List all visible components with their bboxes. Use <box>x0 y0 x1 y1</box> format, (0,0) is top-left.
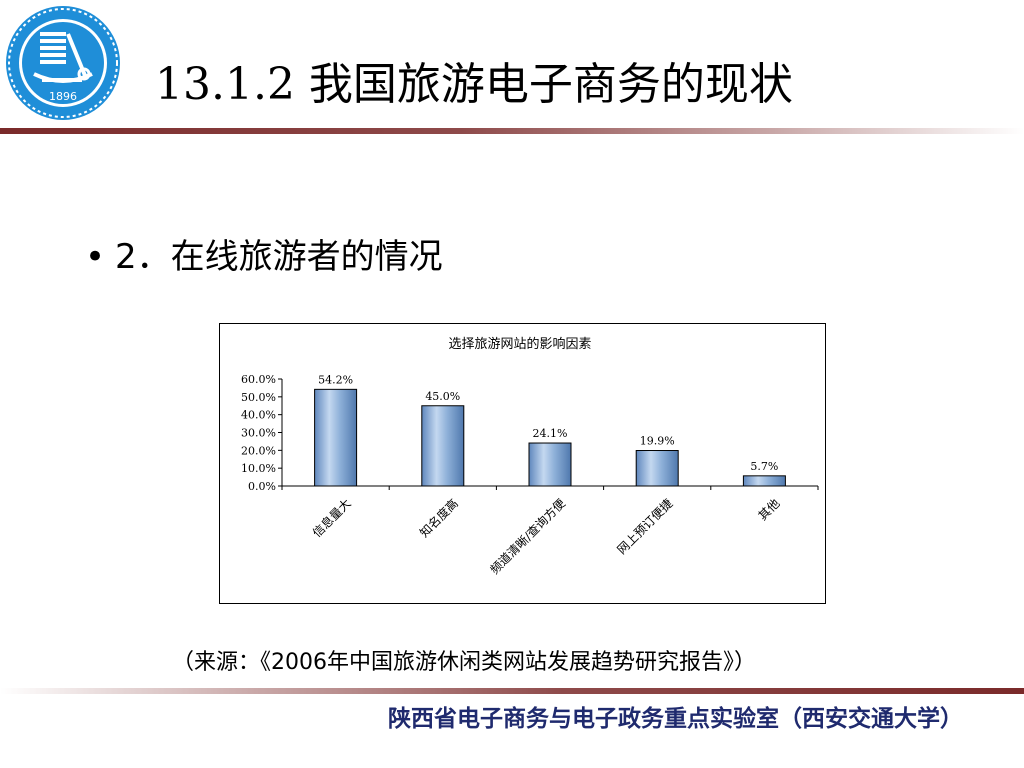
bar-value-label: 19.9% <box>640 435 675 448</box>
bullet-text: 2．在线旅游者的情况 <box>115 237 443 277</box>
bar <box>421 405 465 487</box>
x-category-label: 频道清晰/查询方便 <box>487 496 568 577</box>
chart-canvas: 选择旅游网站的影响因素 0.0% 10.0% 20.0% 30.0% 40.0% 50.0%… <box>241 336 819 577</box>
bar-value-label: 24.1% <box>533 427 568 440</box>
logo-year: 1896 <box>49 90 77 103</box>
bar-chart: 选择旅游网站的影响因素 0.0% 10.0% 20.0% 30.0% 40.0% 50.0%… <box>219 323 826 604</box>
bullet-icon: • <box>85 237 106 277</box>
bar-value-label: 5.7% <box>750 460 778 473</box>
y-tick-label: 40.0% <box>241 409 276 422</box>
y-tick-label: 20.0% <box>241 444 276 457</box>
footer-divider <box>0 688 1024 694</box>
title-divider <box>0 128 1024 134</box>
bar <box>528 442 572 487</box>
bar-value-label: 45.0% <box>425 390 460 403</box>
bar <box>314 388 358 487</box>
chart-title: 选择旅游网站的影响因素 <box>448 336 591 352</box>
y-tick-label: 0.0% <box>248 480 276 493</box>
bar <box>742 475 786 487</box>
x-category-label: 信息量大 <box>309 496 354 541</box>
university-logo: 1896 <box>4 4 122 122</box>
bar <box>635 450 679 487</box>
y-tick-label: 30.0% <box>241 427 276 440</box>
y-tick-label: 10.0% <box>241 462 276 475</box>
y-tick-label: 50.0% <box>241 391 276 404</box>
x-category-label: 其他 <box>756 496 783 523</box>
footer-lab-name: 陕西省电子商务与电子政务重点实验室（西安交通大学） <box>388 706 963 732</box>
source-citation: （来源：《2006年中国旅游休闲类网站发展趋势研究报告》） <box>172 650 756 675</box>
x-category-label: 知名度高 <box>416 496 461 541</box>
y-tick-label: 60.0% <box>241 373 276 386</box>
x-category-label: 网上预订便捷 <box>614 496 675 557</box>
bullet-item: • 2．在线旅游者的情况 <box>85 232 443 282</box>
slide-title: 13.1.2 我国旅游电子商务的现状 <box>155 59 793 110</box>
bar-value-label: 54.2% <box>318 373 353 386</box>
